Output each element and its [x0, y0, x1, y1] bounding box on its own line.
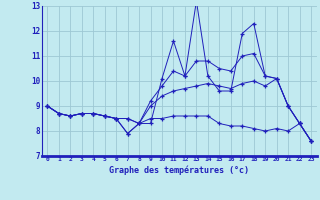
- X-axis label: Graphe des températures (°c): Graphe des températures (°c): [109, 165, 249, 175]
